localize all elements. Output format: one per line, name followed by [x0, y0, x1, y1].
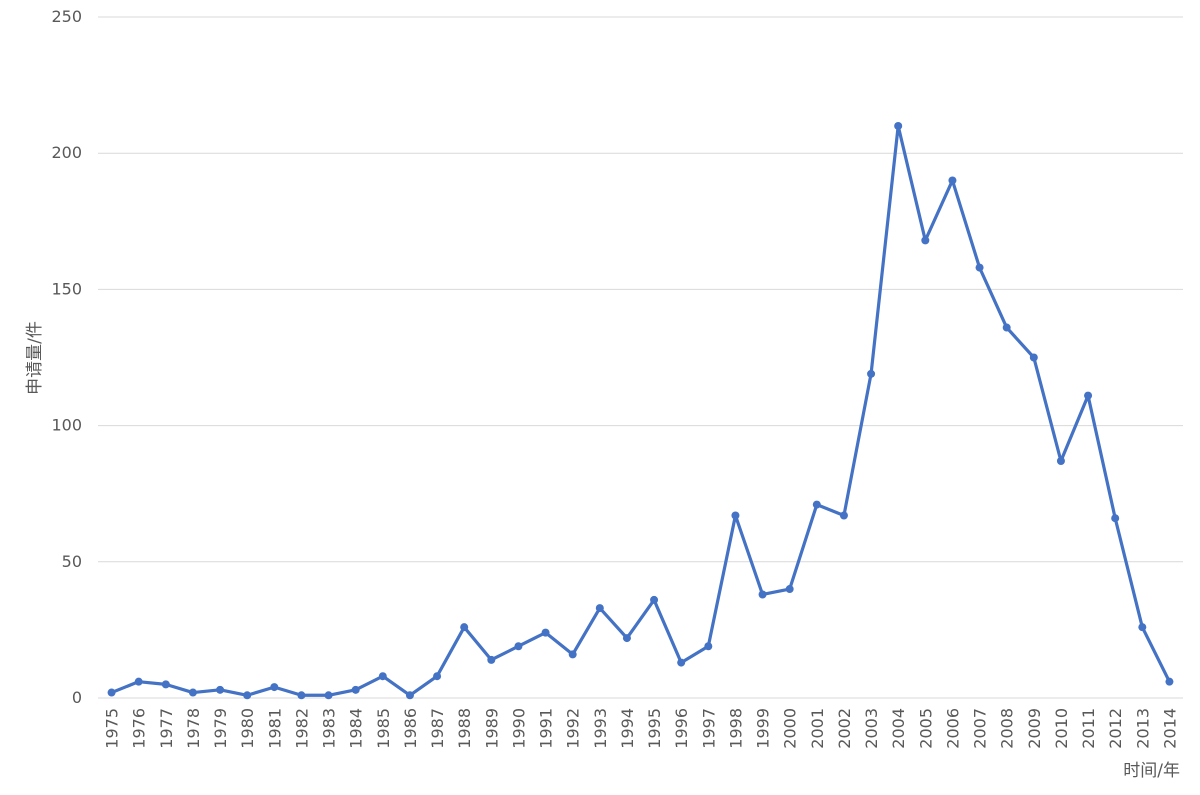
x-tick-label: 1984: [347, 708, 366, 749]
x-tick-label: 2010: [1052, 708, 1071, 749]
data-point: [378, 672, 387, 681]
x-tick-label: 1986: [401, 708, 420, 749]
data-point: [568, 650, 577, 659]
data-point: [785, 585, 794, 594]
x-tick-label: 1977: [157, 708, 176, 749]
y-tick-label: 50: [62, 552, 82, 571]
data-point: [1111, 514, 1120, 523]
y-axis-title: 申请量/件: [25, 321, 45, 395]
x-tick-label: 2008: [998, 708, 1017, 749]
x-tick-label: 1983: [320, 708, 339, 749]
x-tick-label: 2005: [916, 708, 935, 749]
x-tick-label: 1998: [726, 708, 745, 749]
data-point: [161, 680, 170, 689]
data-point: [595, 604, 604, 613]
data-point: [867, 369, 876, 378]
x-tick-label: 2003: [862, 708, 881, 749]
x-tick-label: 1995: [645, 708, 664, 749]
y-tick-label: 200: [51, 143, 82, 162]
data-point: [704, 642, 713, 651]
x-tick-label: 1987: [428, 708, 447, 749]
data-point: [107, 688, 116, 697]
data-point: [324, 691, 333, 700]
gridlines: [98, 16, 1183, 699]
x-tick-label: 1997: [699, 708, 718, 749]
data-point: [243, 691, 252, 700]
data-point: [433, 672, 442, 681]
data-point: [839, 511, 848, 520]
data-point: [460, 623, 469, 632]
x-tick-label: 1999: [754, 708, 773, 749]
x-tick-label: 1975: [103, 708, 122, 749]
data-point: [297, 691, 306, 700]
y-axis-ticks: 0 50 100 150 200 250: [51, 7, 82, 707]
x-tick-label: 2004: [889, 708, 908, 749]
data-point: [731, 511, 740, 520]
data-point: [1029, 353, 1038, 362]
x-tick-label: 1992: [564, 708, 583, 749]
x-tick-label: 1988: [455, 708, 474, 749]
x-tick-label: 1985: [374, 708, 393, 749]
data-point: [948, 176, 957, 185]
data-point: [1138, 623, 1147, 632]
x-axis-ticks: 1975 1976 1977 1978 1979 1980 1981 1982 1983 1984…: [103, 708, 1180, 749]
x-tick-label: 1996: [672, 708, 691, 749]
x-tick-label: 2002: [835, 708, 854, 749]
x-tick-label: 1993: [591, 708, 610, 749]
x-tick-label: 2007: [971, 708, 990, 749]
x-tick-label: 2012: [1106, 708, 1125, 749]
data-point: [812, 500, 821, 509]
x-tick-label: 2014: [1160, 708, 1179, 749]
y-tick-label: 0: [72, 688, 82, 707]
x-tick-label: 1980: [238, 708, 257, 749]
data-point: [1002, 323, 1011, 332]
x-tick-label: 2001: [808, 708, 827, 749]
data-point: [188, 688, 197, 697]
data-point: [677, 658, 686, 667]
x-tick-label: 2011: [1079, 708, 1098, 749]
data-point: [1084, 391, 1093, 400]
data-point: [622, 634, 631, 643]
x-tick-label: 1978: [184, 708, 203, 749]
data-point: [134, 677, 143, 686]
data-point: [650, 595, 659, 604]
x-tick-label: 1976: [130, 708, 149, 749]
series-layer: [107, 121, 1174, 700]
x-tick-label: 1991: [537, 708, 556, 749]
data-point: [921, 236, 930, 245]
x-tick-label: 1979: [211, 708, 230, 749]
data-point: [216, 685, 225, 694]
x-tick-label: 2009: [1025, 708, 1044, 749]
x-tick-label: 2000: [781, 708, 800, 749]
y-tick-label: 100: [51, 416, 82, 435]
x-tick-label: 1989: [482, 708, 501, 749]
data-point: [1056, 457, 1065, 466]
x-tick-label: 1982: [292, 708, 311, 749]
data-point: [894, 121, 903, 130]
x-tick-label: 2006: [943, 708, 962, 749]
data-point: [487, 655, 496, 664]
series-line: [109, 124, 1172, 697]
data-point: [541, 628, 550, 637]
data-point: [975, 263, 984, 272]
x-tick-label: 1981: [265, 708, 284, 749]
x-tick-label: 1994: [618, 708, 637, 749]
x-axis-title: 时间/年: [1123, 761, 1180, 781]
x-tick-label: 2013: [1133, 708, 1152, 749]
data-point: [405, 691, 414, 700]
y-tick-label: 150: [51, 279, 82, 298]
data-point: [1165, 677, 1174, 686]
x-tick-label: 1990: [509, 708, 528, 749]
data-point: [270, 683, 279, 692]
data-point: [514, 642, 523, 651]
y-tick-label: 250: [51, 7, 82, 26]
data-point: [758, 590, 767, 599]
data-point: [351, 685, 360, 694]
